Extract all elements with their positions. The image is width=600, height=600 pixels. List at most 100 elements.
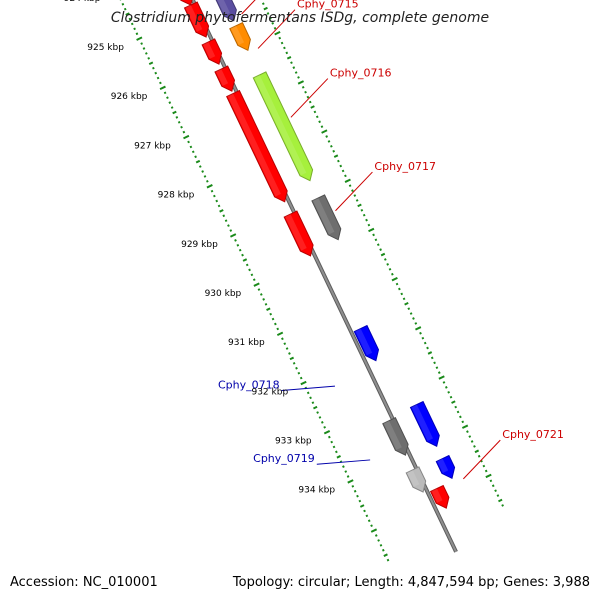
tick-mark — [253, 282, 260, 287]
tick-mark — [123, 7, 127, 11]
tick-mark — [367, 223, 371, 227]
tick-mark — [297, 76, 300, 79]
tick-mark — [213, 194, 216, 198]
ruler-label: 928 kbp — [158, 191, 195, 201]
tick-mark — [283, 46, 286, 50]
tick-mark — [271, 317, 275, 321]
tick-mark — [257, 288, 261, 291]
gene-label: Cphy_0721 — [502, 428, 564, 441]
tick-mark — [339, 164, 343, 168]
tick-mark — [170, 106, 174, 109]
tick-mark — [412, 317, 415, 320]
tick-mark — [195, 159, 201, 164]
tick-mark — [336, 455, 341, 459]
tick-mark — [273, 26, 277, 30]
tick-mark — [358, 499, 362, 503]
gene-arrow — [405, 466, 427, 493]
tick-mark — [198, 165, 202, 168]
tick-mark — [308, 100, 312, 104]
gene-label-leader — [281, 385, 335, 391]
tick-mark — [355, 199, 359, 202]
gene-arrow — [435, 454, 456, 480]
tick-mark — [337, 159, 340, 163]
tick-mark — [482, 464, 486, 468]
tick-mark — [353, 489, 357, 493]
tick-mark — [276, 327, 280, 331]
tick-mark — [238, 248, 242, 252]
tick-mark — [183, 134, 190, 140]
tick-mark — [121, 2, 125, 6]
tick-mark — [459, 415, 462, 419]
tick-mark — [136, 36, 143, 41]
gene-label-leader — [290, 78, 329, 118]
tick-mark — [470, 440, 474, 443]
tick-mark — [370, 528, 378, 533]
ruler-label: 927 kbp — [134, 141, 171, 151]
backbone-line — [191, 0, 457, 553]
gene-arrow-highlight — [215, 69, 229, 86]
tick-mark — [206, 184, 213, 189]
backbone-line — [190, 0, 458, 553]
tick-mark — [359, 504, 365, 508]
gene-arrow-highlight — [312, 197, 335, 235]
tick-mark — [496, 494, 500, 497]
tick-mark — [491, 484, 495, 488]
tick-mark — [147, 57, 151, 60]
tick-mark — [292, 66, 296, 69]
accession-text: Accession: NC_010001 — [10, 575, 158, 590]
tick-mark — [264, 302, 268, 306]
ruler-label: 929 kbp — [181, 240, 218, 250]
tick-mark — [269, 312, 273, 316]
tick-mark — [245, 263, 249, 267]
tick-mark — [128, 17, 132, 21]
tick-mark — [266, 307, 271, 311]
tick-mark — [203, 175, 207, 178]
tick-mark — [468, 435, 472, 438]
ruler-label: 933 kbp — [275, 437, 312, 447]
tick-mark — [285, 51, 289, 55]
tick-mark — [407, 307, 411, 310]
tick-mark — [227, 224, 230, 227]
tick-mark — [130, 22, 134, 26]
tick-mark — [332, 445, 336, 449]
gene-label-layer: Cphy_0714Cphy_0715Cphy_0716Cphy_0717Cphy… — [218, 0, 564, 480]
gene-arrow-highlight — [407, 469, 420, 487]
tick-mark — [379, 248, 382, 251]
tick-mark — [172, 110, 177, 115]
tick-mark — [447, 390, 450, 394]
tick-mark — [360, 208, 364, 212]
tick-mark — [289, 356, 295, 361]
gene-arrow — [382, 417, 409, 456]
gene-arrow — [183, 1, 210, 38]
tick-mark — [301, 85, 305, 89]
tick-mark — [377, 539, 380, 542]
gene-arrow-highlight — [411, 404, 433, 441]
tick-mark — [386, 558, 390, 562]
ruler-label: 931 kbp — [228, 338, 265, 348]
tick-mark — [501, 504, 504, 507]
tick-mark — [242, 258, 248, 262]
ruler-label-layer: 924 kbp 925 kbp 926 kbp 927 kbp 928 kbp 929 k… — [64, 0, 336, 496]
tick-mark — [154, 71, 158, 75]
tick-mark — [330, 145, 333, 148]
tick-mark — [461, 424, 469, 429]
tick-mark — [372, 233, 375, 237]
tick-mark — [234, 239, 237, 242]
tick-mark — [409, 312, 413, 315]
tick-mark — [159, 85, 166, 91]
gene-label-leader — [241, 0, 256, 15]
tick-mark — [344, 174, 347, 178]
tick-mark — [380, 252, 386, 257]
tick-mark — [274, 322, 277, 326]
tick-mark — [210, 189, 214, 193]
tick-mark — [367, 519, 371, 523]
tick-mark — [125, 12, 130, 16]
gene-layer — [180, 0, 456, 509]
tick-mark — [323, 425, 326, 429]
tick-mark — [348, 184, 352, 188]
gene-label-leader — [257, 9, 296, 49]
tick-mark — [395, 282, 399, 286]
tick-mark — [187, 140, 190, 144]
tick-mark — [451, 400, 456, 404]
